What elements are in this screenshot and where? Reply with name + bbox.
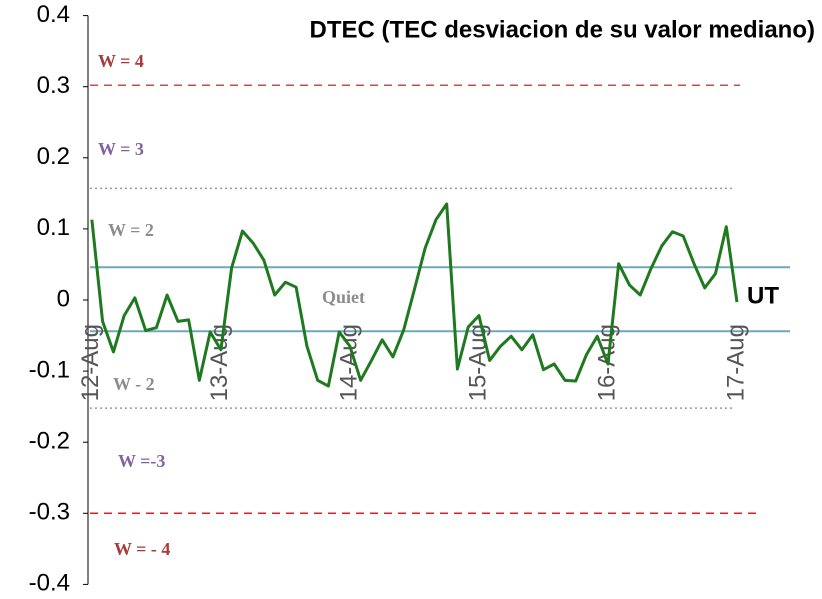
- series-line: [90, 202, 739, 388]
- x-tick-label: 17-Aug: [722, 324, 749, 401]
- y-tick-label: -0.1: [29, 356, 70, 383]
- annotation: W = 4: [98, 51, 144, 71]
- y-tick-label: 0.2: [37, 143, 70, 170]
- y-tick-label: -0.2: [29, 428, 70, 455]
- annotation: W = 3: [98, 139, 144, 159]
- y-tick-label: 0.4: [37, 1, 70, 28]
- annotation: W = 2: [108, 220, 154, 240]
- y-tick-label: 0.3: [37, 72, 70, 99]
- x-axis-label: UT: [747, 282, 779, 309]
- chart-title: DTEC (TEC desviacion de su valor mediano…: [310, 16, 815, 43]
- annotation: W =-3: [118, 451, 165, 471]
- x-tick-label: 15-Aug: [464, 324, 491, 401]
- x-tick-label: 12-Aug: [77, 324, 104, 401]
- x-tick-label: 14-Aug: [335, 324, 362, 401]
- annotation: W = - 4: [114, 539, 170, 559]
- x-tick-label: 13-Aug: [206, 324, 233, 401]
- y-tick-label: -0.3: [29, 499, 70, 526]
- annotation: Quiet: [322, 287, 365, 307]
- y-tick-label: -0.4: [29, 570, 70, 597]
- y-tick-label: 0.1: [37, 214, 70, 241]
- annotation: W - 2: [113, 374, 155, 394]
- y-tick-label: 0: [57, 285, 70, 312]
